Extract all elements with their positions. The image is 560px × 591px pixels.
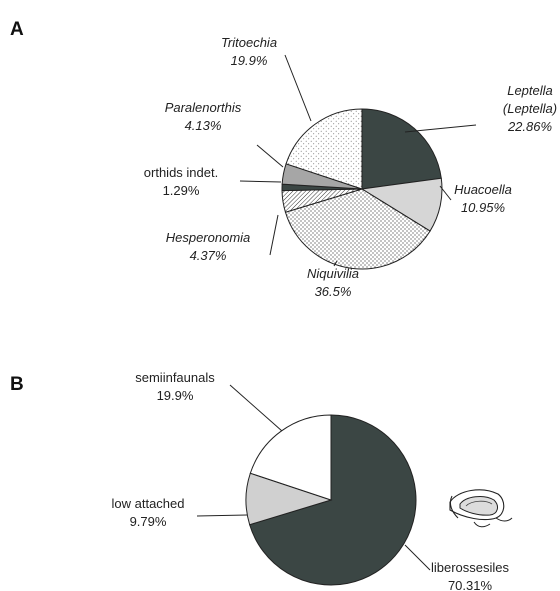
slice-value-paralenorthis: 4.13% (185, 118, 222, 133)
slice-label-leptella: Leptella (Leptella) 22.86% (503, 83, 557, 134)
slice-name-tritoechia: Tritoechia (221, 35, 277, 50)
pie-slice-liberosesiles (249, 414, 417, 586)
pie-chart-a: Leptella (Leptella) 22.86% Huacoella 10.95% N… (144, 35, 557, 299)
leader-line-leptella (404, 124, 477, 133)
leader-line-paralenorthis (256, 144, 284, 168)
slice-name-leptella: (Leptella) (503, 101, 557, 116)
leader-line-tritoechia (284, 54, 312, 122)
leader-line-low_attached (196, 514, 248, 517)
slice-value-huacoella: 10.95% (461, 200, 505, 215)
slice-label-liberosesiles: liberossesiles 70.31% (431, 560, 510, 591)
slice-value-leptella: 22.86% (507, 119, 552, 134)
slice-name-leptella: Leptella (507, 83, 553, 98)
slice-name-paralenorthis: Paralenorthis (165, 100, 242, 115)
slice-label-semiinfaunals: semiinfaunals 19.9% (135, 370, 215, 403)
slice-label-hesperonomia: Hesperonomia 4.37% (166, 230, 251, 263)
slice-value-tritoechia: 19.9% (231, 53, 268, 68)
slice-label-niquivilia: Niquivilia 36.5% (307, 266, 359, 299)
panel-letter-b: B (10, 374, 24, 395)
pie-slice-semiinfaunals (249, 414, 332, 501)
leader-line-liberosesiles (404, 544, 431, 571)
pie-chart-b: liberossesiles 70.31% low attached 9.79% sem… (112, 370, 510, 591)
pie-slice-niquivilia (284, 188, 431, 270)
slice-name-low_attached: low attached (112, 496, 185, 511)
slice-label-huacoella: Huacoella 10.95% (454, 182, 512, 215)
slice-name-hesperonomia: Hesperonomia (166, 230, 251, 245)
panel-letter-a: A (10, 19, 24, 40)
slice-label-orthids: orthids indet. 1.29% (144, 165, 218, 198)
slice-value-hesperonomia: 4.37% (190, 248, 227, 263)
slice-label-paralenorthis: Paralenorthis 4.13% (165, 100, 242, 133)
slice-name-orthids: orthids indet. (144, 165, 218, 180)
slice-value-semiinfaunals: 19.9% (157, 388, 194, 403)
slice-value-orthids: 1.29% (163, 183, 200, 198)
leader-line-semiinfaunals (229, 384, 283, 432)
leader-line-hesperonomia (269, 214, 279, 256)
leader-line-huacoella (439, 185, 452, 201)
pie-slice-leptella (361, 108, 442, 190)
slice-name-niquivilia: Niquivilia (307, 266, 359, 281)
leader-line-orthids (239, 180, 282, 183)
slice-name-huacoella: Huacoella (454, 182, 512, 197)
slice-label-low_attached: low attached 9.79% (112, 496, 185, 529)
pie-slice-tritoechia (285, 108, 363, 190)
slice-label-tritoechia: Tritoechia 19.9% (221, 35, 277, 68)
leader-line-niquivilia (333, 260, 338, 267)
brachiopod-shell-icon (449, 489, 513, 528)
slice-value-low_attached: 9.79% (130, 514, 167, 529)
slice-value-niquivilia: 36.5% (315, 284, 352, 299)
slice-name-liberosesiles: liberossesiles (431, 560, 510, 575)
slice-name-semiinfaunals: semiinfaunals (135, 370, 215, 385)
slice-value-liberosesiles: 70.31% (448, 578, 493, 591)
